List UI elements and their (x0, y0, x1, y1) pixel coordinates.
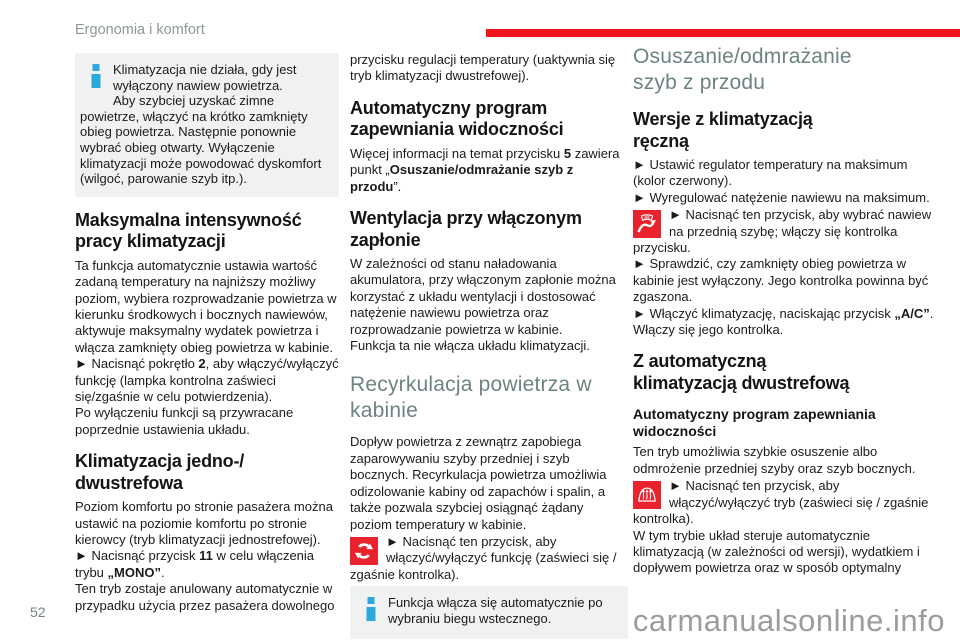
paragraph: Funkcja ta nie włącza układu klimatyzacj… (350, 338, 590, 354)
windshield-airflow-icon (633, 210, 661, 239)
section-heading: Osuszanie/odmrażanie szyb z przodu (633, 45, 852, 94)
section-heading: Maksymalna intensywność pracy klimatyzac… (75, 209, 302, 252)
info-text: Aby szybciej uzyskać zimne powietrze, wł… (80, 93, 322, 187)
paragraph: ► Nacisnąć przycisk 11 w celu włączenia … (75, 548, 315, 580)
chapter-color-bar (486, 29, 960, 37)
section-heading: Wersje z klimatyzacją ręczną (633, 109, 813, 151)
paragraph: Dopływ powietrza z zewnątrz zapobiega za… (350, 434, 607, 532)
column-middle: przycisku regulacji temperatury (uaktywn… (350, 52, 628, 640)
paragraph: Ten tryb umożliwia szybkie osuszenie alb… (633, 444, 916, 476)
section-heading: Z automatyczną klimatyzacją dwustrefową (633, 351, 850, 393)
info-box: Klimatyzacja nie działa, gdy jest wyłącz… (75, 53, 339, 197)
column-right: Osuszanie/odmrażanie szyb z przodu Wersje… (633, 44, 935, 577)
paragraph: ► Nacisnąć ten przycisk, aby wybrać nawi… (633, 207, 932, 256)
paragraph: Ta funkcja automatycznie ustawia wartość… (75, 257, 337, 355)
paragraph: ► Nacisnąć ten przycisk, aby włączyć/wył… (633, 478, 929, 527)
section-heading: Wentylacja przy włączonym zapłonie (350, 208, 582, 250)
windshield-defrost-icon (633, 481, 661, 510)
section-heading: Automatyczny program zapewniania widoczn… (633, 406, 876, 440)
paragraph: W zależności od stanu naładowania akumul… (350, 256, 616, 337)
icon-instruction: ► Nacisnąć ten przycisk, aby włączyć/wył… (350, 534, 628, 583)
paragraph: ► Wyregulować natężenie nawiewu na maksi… (633, 189, 930, 205)
paragraph: Ten tryb zostaje anulowany automatycznie… (75, 581, 335, 613)
watermark: carmanualsonline.info (632, 603, 945, 638)
column-left: Klimatyzacja nie działa, gdy jest wyłącz… (75, 50, 339, 614)
paragraph: ► Ustawić regulator temperatury na maksi… (633, 157, 908, 189)
info-box: Funkcja włącza się automatycznie po wybr… (350, 586, 628, 640)
section-heading: Automatyczny program zapewniania widoczn… (350, 97, 564, 140)
paragraph: przycisku regulacji temperatury (uaktywn… (350, 52, 616, 84)
icon-instruction: ► Nacisnąć ten przycisk, aby wybrać nawi… (633, 207, 935, 256)
paragraph: ► Nacisnąć pokrętło 2, aby włączyć/wyłąc… (75, 356, 339, 404)
info-text: Funkcja włącza się automatycznie po wybr… (388, 595, 603, 626)
info-icon (91, 64, 101, 88)
paragraph: ► Sprawdzić, czy zamknięty obieg powietr… (633, 256, 929, 305)
chapter-title: Ergonomia i komfort (75, 22, 205, 38)
paragraph: ► Włączyć klimatyzację, naciskając przyc… (633, 305, 934, 338)
icon-instruction: ► Nacisnąć ten przycisk, aby włączyć/wył… (633, 478, 935, 527)
info-text: Klimatyzacja nie działa, gdy jest wyłącz… (113, 62, 297, 93)
info-icon (366, 597, 376, 622)
page-number: 52 (30, 604, 46, 620)
paragraph: W tym trybie układ steruje automatycznie… (633, 527, 920, 576)
section-heading: Recyrkulacja powietrza w kabinie (350, 373, 592, 423)
paragraph: ► Nacisnąć ten przycisk, aby włączyć/wył… (350, 533, 617, 582)
paragraph: Po wyłączeniu funkcji są przywracane pop… (75, 405, 294, 437)
air-recirculation-icon (350, 536, 378, 565)
section-heading: Klimatyzacja jedno-/ dwustrefowa (75, 451, 245, 493)
paragraph: Poziom komfortu po stronie pasażera możn… (75, 499, 333, 548)
paragraph: Więcej informacji na temat przycisku 5 z… (350, 145, 620, 194)
